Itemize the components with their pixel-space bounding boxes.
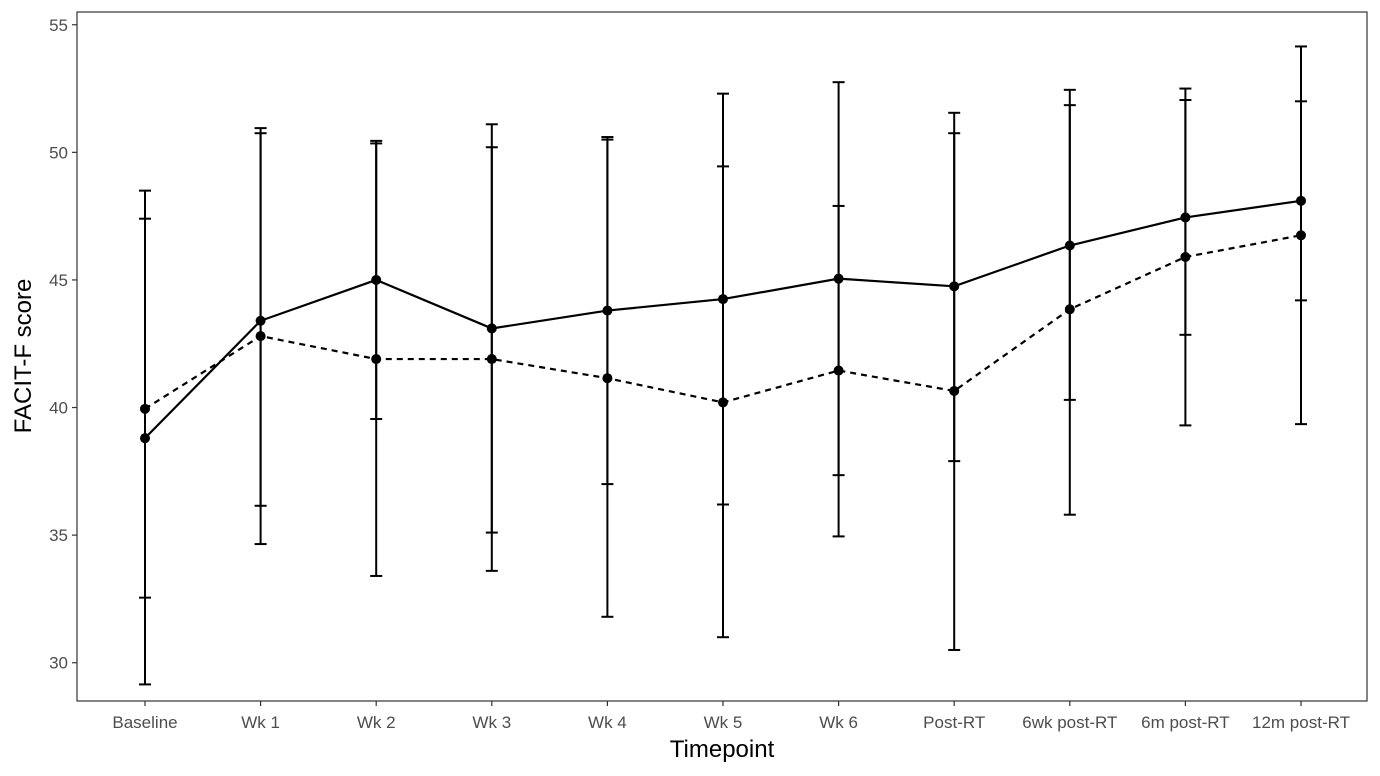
y-axis-title: FACIT-F score (10, 279, 37, 434)
data-point (949, 385, 960, 396)
x-axis-title: Timepoint (670, 736, 775, 763)
y-tick-label: 35 (49, 526, 68, 545)
data-point (833, 365, 844, 376)
data-point (486, 354, 497, 365)
plot-area (139, 45, 1307, 686)
x-tick-label: Wk 5 (704, 713, 743, 732)
y-tick-label: 45 (49, 271, 68, 290)
y-tick-label: 55 (49, 16, 68, 35)
x-tick-label: Wk 3 (472, 713, 511, 732)
data-point (1296, 230, 1306, 241)
x-tick-label: Wk 6 (819, 713, 858, 732)
x-tick-label: 12m post-RT (1252, 713, 1350, 732)
y-axis: 30 35 40 45 50 55 (49, 16, 77, 673)
x-tick-label: Wk 1 (241, 713, 280, 732)
x-tick-label: Wk 2 (357, 713, 396, 732)
data-point (1180, 251, 1191, 262)
x-tick-label: Wk 4 (588, 713, 627, 732)
data-point (140, 403, 150, 414)
x-tick-label: 6wk post-RT (1022, 713, 1117, 732)
y-tick-label: 40 (49, 399, 68, 418)
data-point (1064, 304, 1075, 315)
x-tick-label: Post-RT (923, 713, 985, 732)
y-tick-label: 30 (49, 654, 68, 673)
x-tick-label: 6m post-RT (1141, 713, 1230, 732)
data-point (718, 397, 728, 408)
x-axis: Baseline Wk 1 Wk 2 Wk 3 Wk 4 Wk 5 Wk 6 Post-RT 6… (112, 701, 1350, 732)
y-tick-label: 50 (49, 143, 68, 162)
data-point (602, 373, 613, 384)
series-2-dashed (139, 45, 1307, 651)
data-point (371, 354, 382, 365)
data-point (255, 331, 266, 342)
x-tick-label: Baseline (112, 713, 177, 732)
